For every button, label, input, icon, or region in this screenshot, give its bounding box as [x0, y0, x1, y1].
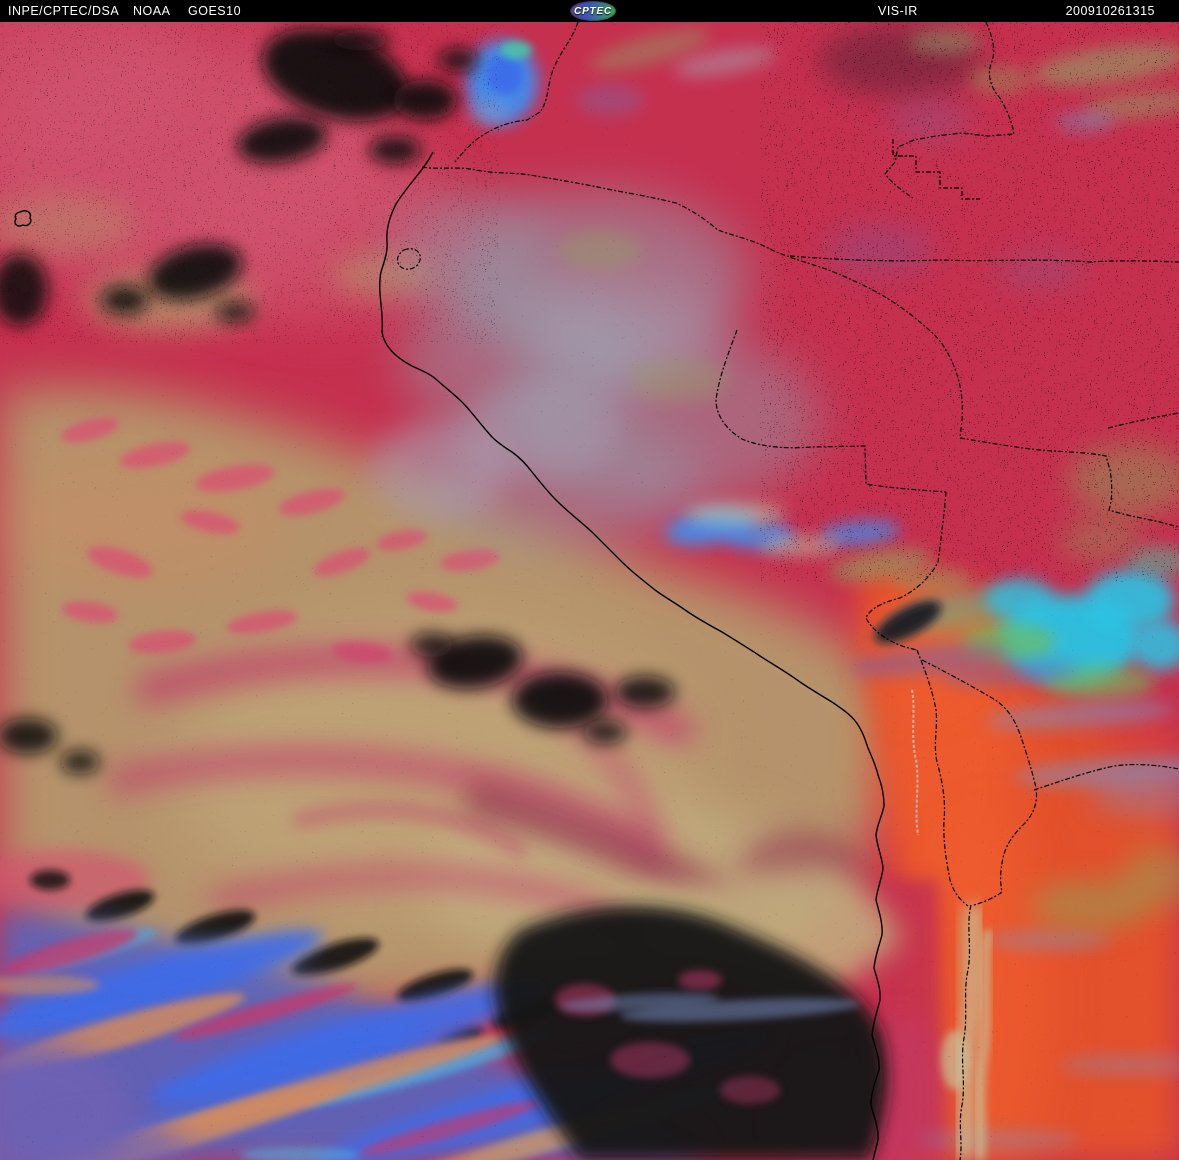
noaa-label: NOAA	[133, 4, 171, 18]
header-bar: INPE/CPTEC/DSA NOAA GOES10 CPTEC VIS-IR …	[0, 0, 1179, 22]
coastline	[14, 151, 885, 1160]
country-borders	[396, 21, 1179, 1160]
cptec-logo-text: CPTEC	[574, 5, 612, 17]
agency-label: INPE/CPTEC/DSA	[8, 4, 120, 18]
timestamp-label: 200910261315	[1065, 4, 1155, 18]
cptec-logo: CPTEC	[570, 1, 616, 21]
product-label: VIS-IR	[878, 4, 918, 18]
satellite-label: GOES10	[188, 4, 242, 18]
speckle-noise	[0, 22, 1179, 1160]
